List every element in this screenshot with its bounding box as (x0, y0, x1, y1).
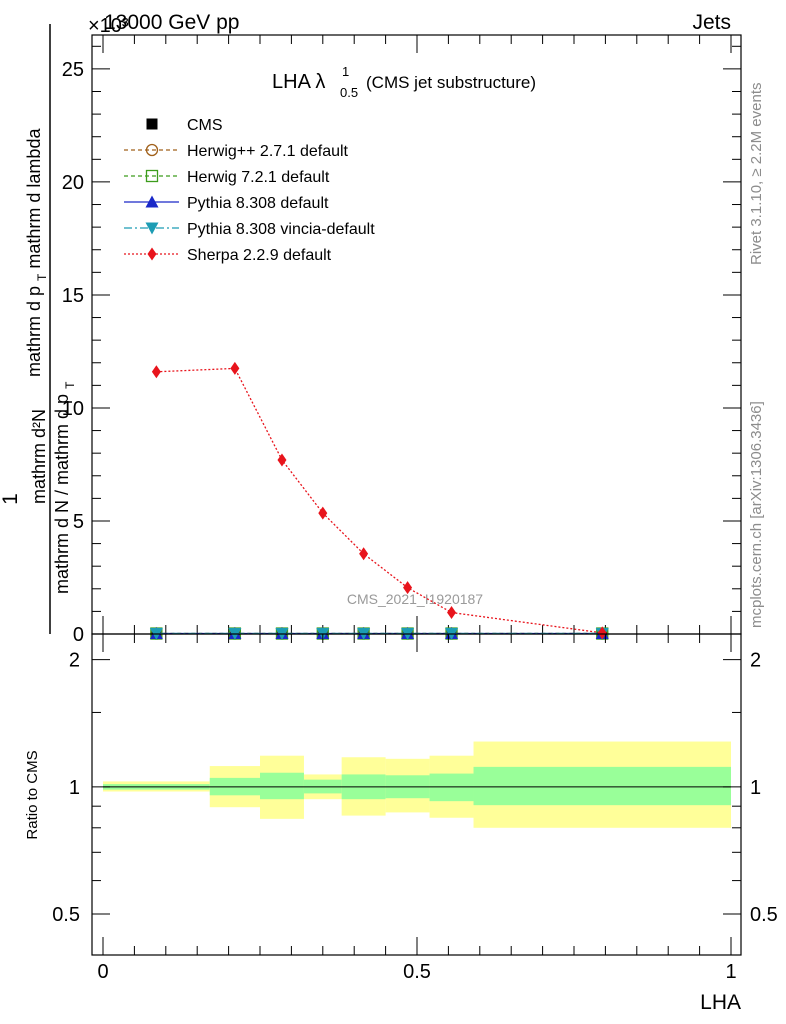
header-jets-label: Jets (692, 11, 731, 34)
legend-entry: Herwig++ 2.7.1 default (124, 143, 349, 160)
ratio-ytick-label-left: 1 (69, 777, 80, 799)
main-ytick-label: 10 (62, 398, 84, 420)
xtick-label: 1 (725, 961, 736, 983)
series-point (318, 506, 328, 520)
legend-entry: Sherpa 2.2.9 default (124, 247, 332, 264)
series-point (230, 361, 240, 375)
chart-subtitle: (CMS jet substructure) (366, 73, 536, 92)
header-exponent: ×10³ (88, 15, 129, 37)
ylabel-denominator: mathrm d N / mathrm d p (52, 394, 72, 594)
ylabel-numerator-b-sub: T (35, 273, 49, 281)
legend: CMS Herwig++ 2.7.1 default Herwig 7.2.1 de… (124, 117, 375, 264)
chart-title-sub: 0.5 (340, 85, 358, 100)
main-plot-panel: 0 5 10 15 20 25 LHA λ 1 0.5 (CMS jet substruc… (62, 34, 742, 646)
ratio-ylabel: Ratio to CMS (24, 750, 41, 839)
ylabel-numerator-c: mathrm d lambda (24, 128, 44, 269)
series-point (447, 606, 457, 620)
xtick-label: 0 (97, 961, 108, 983)
legend-marker (146, 118, 158, 130)
legend-marker (145, 195, 159, 208)
legend-marker (145, 143, 159, 157)
ylabel-numerator: mathrm d²N (29, 409, 49, 504)
legend-entry: CMS (146, 117, 223, 134)
series-point (597, 626, 607, 640)
main-ytick-label: 25 (62, 59, 84, 81)
series-5 (151, 361, 607, 640)
main-ytick-label: 20 (62, 172, 84, 194)
series-point (151, 365, 161, 379)
chart-title-main: LHA λ (272, 71, 325, 93)
xtick-label: 0.5 (403, 961, 431, 983)
legend-label: Herwig++ 2.7.1 default (187, 143, 349, 160)
series-point (403, 581, 413, 595)
legend-entry: Herwig 7.2.1 default (124, 169, 330, 186)
ratio-inner-band (473, 766, 731, 806)
series-point (277, 453, 287, 467)
legend-label: Herwig 7.2.1 default (187, 169, 330, 186)
ylabel-numerator-a: mathrm d²N (29, 409, 49, 504)
legend-marker (147, 247, 157, 261)
main-y-ticks: 0 5 10 15 20 25 (62, 45, 741, 646)
ratio-inner-band (429, 773, 474, 802)
ylabel-denominator-text: mathrm d N / mathrm d p T (52, 381, 77, 594)
series-point (359, 547, 369, 561)
chart-title: LHA λ (272, 71, 325, 93)
ratio-ytick-label-left: 2 (69, 650, 80, 672)
mcplots-label: mcplots.cern.ch [arXiv:1306.3436] (748, 401, 765, 628)
ratio-x-ticks: 0 0.5 1 (97, 634, 737, 983)
series-3 (149, 627, 609, 640)
legend-label: Pythia 8.308 vincia-default (187, 221, 375, 238)
legend-marker (145, 222, 159, 235)
ylabel-numerator-b: mathrm d p (24, 286, 44, 377)
ratio-ytick-label-right: 1 (750, 777, 761, 799)
series-line (156, 367, 603, 634)
legend-entry: Pythia 8.308 vincia-default (124, 221, 375, 238)
analysis-watermark: CMS_2021_I1920187 (347, 591, 483, 607)
ratio-inner-band (260, 772, 304, 800)
legend-label: CMS (187, 117, 223, 134)
ratio-bands (103, 741, 731, 828)
legend-label: Pythia 8.308 default (187, 195, 329, 212)
legend-entry: Pythia 8.308 default (124, 195, 329, 212)
main-ylabel: 1 mathrm d²N mathrm d p T mathrm d lambd… (0, 24, 77, 634)
ratio-ytick-label-right: 2 (750, 650, 761, 672)
chart-title-sup: 1 (342, 64, 349, 79)
legend-label: Sherpa 2.2.9 default (187, 247, 332, 264)
main-ytick-label: 15 (62, 285, 84, 307)
ratio-ytick-label-right: 0.5 (750, 904, 778, 926)
ylabel-one: 1 (0, 493, 22, 505)
x-axis-label: LHA (700, 991, 741, 1014)
ratio-y-ticks: 0.5 0.5 1 1 2 2 (52, 650, 778, 926)
legend-marker (145, 169, 159, 183)
main-ytick-label: 0 (73, 624, 84, 646)
main-ytick-label: 5 (73, 511, 84, 533)
header-energy-label: 13000 GeV pp (104, 11, 239, 34)
rivet-version-label: Rivet 3.1.10, ≥ 2.2M events (748, 83, 765, 266)
ratio-plot-panel: 0.5 0.51 12 2 0 0.5 1 Ratio to CMS LHA (24, 633, 778, 1014)
ylabel-denominator-sub: T (63, 381, 77, 389)
ylabel-numerator-b-text: mathrm d p T mathrm d lambda (24, 128, 50, 377)
ratio-ytick-label-left: 0.5 (52, 904, 80, 926)
